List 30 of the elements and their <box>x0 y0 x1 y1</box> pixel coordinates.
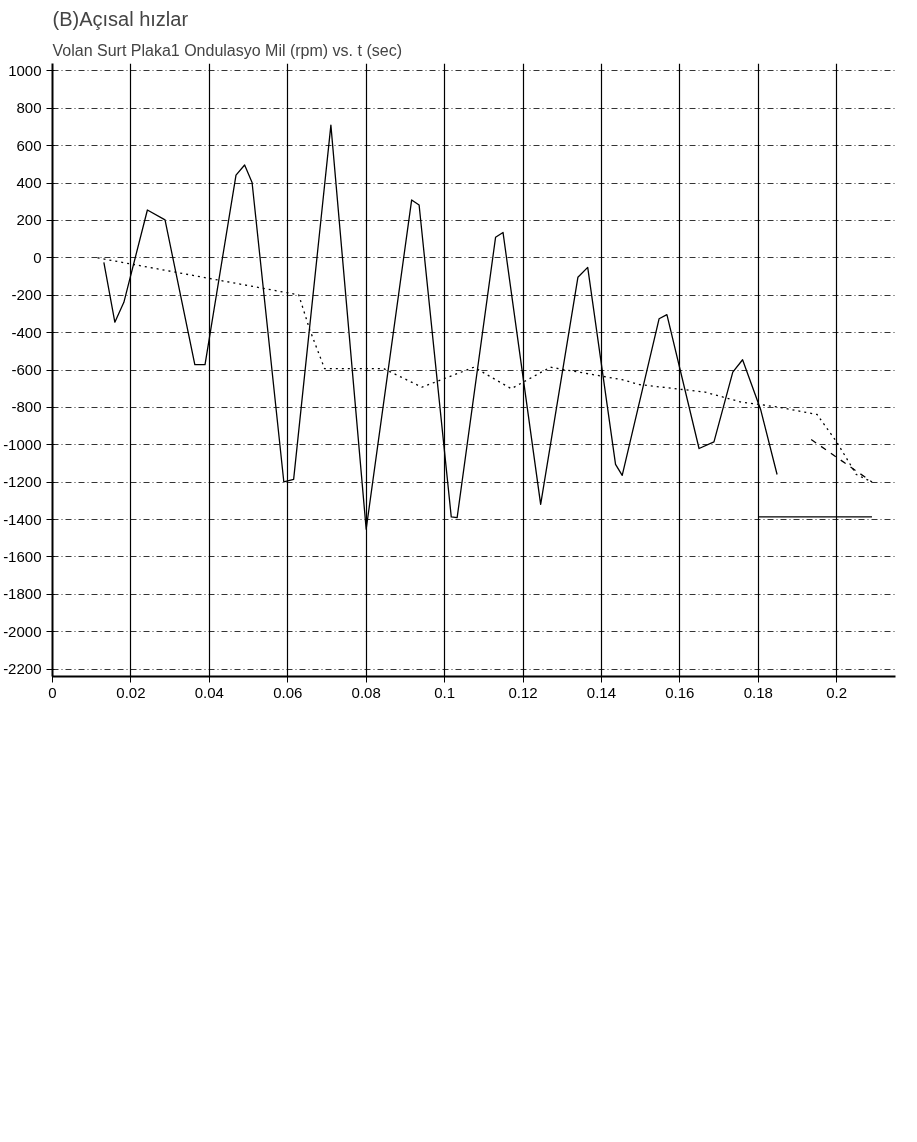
y-tick-label: -800 <box>11 398 42 416</box>
y-tick-label: 400 <box>16 174 42 192</box>
y-tick-label: 1000 <box>8 61 42 79</box>
y-tick-label: -1200 <box>3 473 42 491</box>
x-tick-label: 0.12 <box>508 683 538 701</box>
x-tick-label: 0 <box>48 683 57 701</box>
y-tick-label: -1600 <box>3 547 42 565</box>
x-tick-label: 0.04 <box>194 683 224 701</box>
x-tick-label: 0.1 <box>434 683 456 701</box>
y-tick-label: 800 <box>16 99 42 117</box>
x-tick-label: 0.08 <box>351 683 381 701</box>
chart-title: (B)Açısal hızlar <box>52 7 189 30</box>
y-tick-label: -1400 <box>3 510 42 528</box>
y-tick-label: -2000 <box>3 622 42 640</box>
y-tick-label: -600 <box>11 361 42 378</box>
y-tick-label: -1000 <box>3 435 42 453</box>
x-tick-label: 0.14 <box>586 683 617 701</box>
x-tick-label: 0.06 <box>273 683 303 701</box>
y-tick-label: -2200 <box>3 660 42 678</box>
x-tick-label: 0.18 <box>743 683 773 701</box>
y-tick-label: 0 <box>33 248 42 266</box>
chart-subtitle: Volan Surt Plaka1 Ondulasyo Mil (rpm) vs. t (sec) <box>52 41 402 59</box>
y-tick-label: -1800 <box>3 585 42 603</box>
y-tick-label: -400 <box>11 323 42 341</box>
x-tick-label: 0.02 <box>116 683 146 701</box>
y-tick-label: 200 <box>16 211 42 229</box>
x-tick-label: 0.16 <box>665 683 695 701</box>
x-tick-label: 0.2 <box>826 683 848 701</box>
y-tick-label: -200 <box>11 286 42 304</box>
y-tick-label: 600 <box>16 136 42 154</box>
